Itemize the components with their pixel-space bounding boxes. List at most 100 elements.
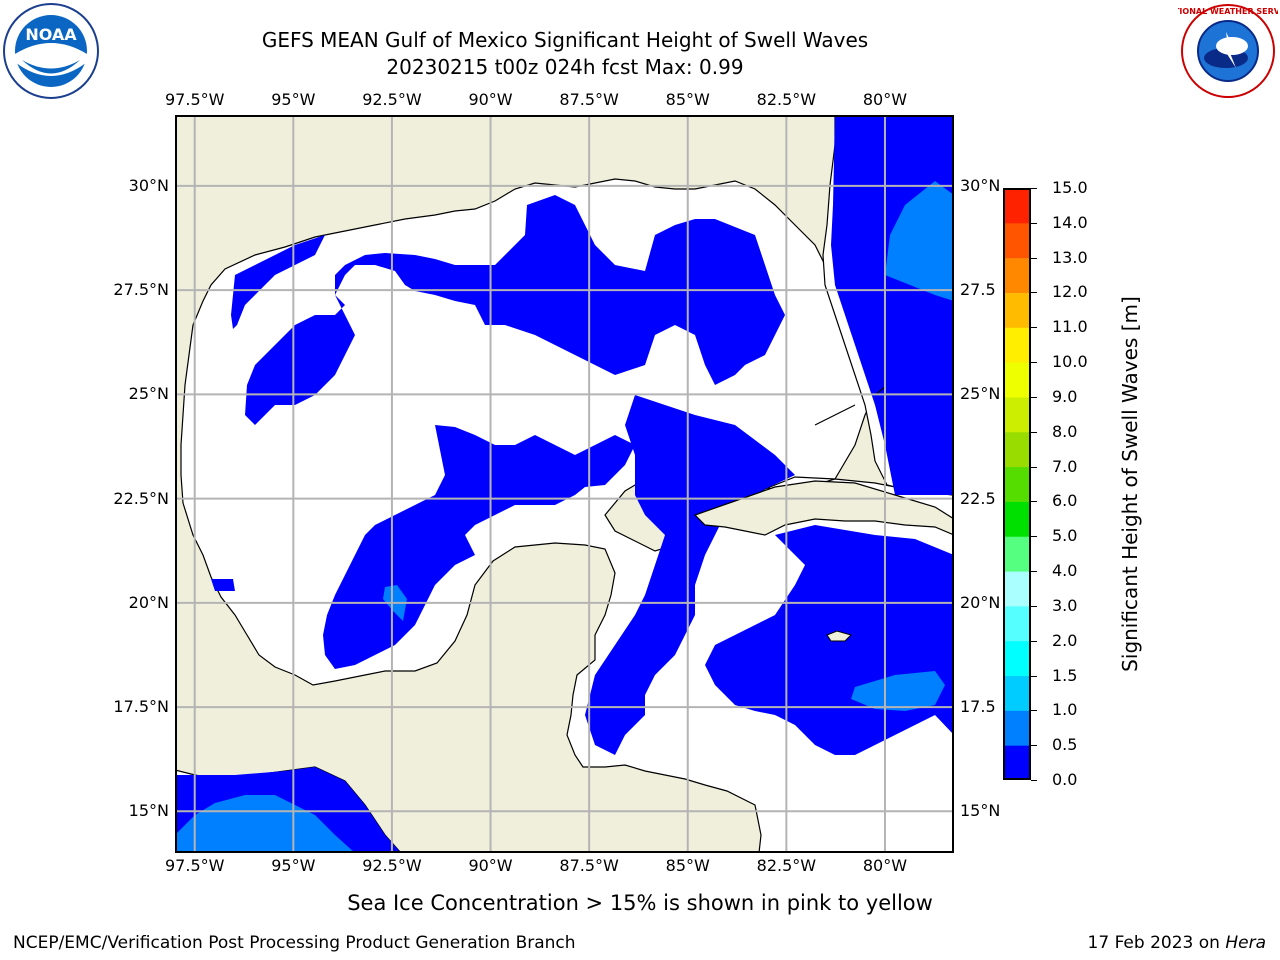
sea-ice-note: Sea Ice Concentration > 15% is shown in … — [347, 891, 933, 915]
lon-tick-label-top: 80°W — [862, 90, 908, 109]
colorbar-tick-mark — [1031, 362, 1037, 364]
colorbar-tick-label: 9.0 — [1052, 386, 1078, 406]
colorbar-tick-mark — [1031, 605, 1037, 607]
lon-tick-label-bottom: 80°W — [862, 856, 908, 875]
lon-tick-label-bottom: 97.5°W — [164, 856, 225, 875]
lon-tick-label-top: 95°W — [271, 90, 316, 109]
colorbar-tick-label: 5.0 — [1052, 526, 1078, 546]
lat-tick-label-right: 27.5 — [960, 280, 996, 300]
lat-tick-label-right: 22.5 — [960, 488, 996, 508]
colorbar — [1003, 188, 1031, 781]
colorbar-tick-mark — [1031, 188, 1037, 189]
lon-tick-label-bottom: 85°W — [665, 856, 710, 875]
colorbar-tick-mark — [1031, 327, 1037, 329]
footer-date: 17 Feb 2023 on — [1087, 933, 1226, 953]
colorbar-tick-mark — [1031, 745, 1037, 747]
colorbar-tick-label: 1.5 — [1052, 665, 1078, 685]
colorbar-tick-label: 7.0 — [1052, 456, 1078, 476]
lat-tick-label-left: 22.5°N — [113, 488, 169, 508]
lon-tick-label-top: 92.5°W — [362, 90, 422, 109]
lat-tick-label-left: 30°N — [128, 175, 169, 195]
colorbar-tick-mark — [1031, 466, 1037, 468]
lon-tick-label-top: 90°W — [468, 90, 513, 109]
jamaica — [826, 630, 852, 642]
lon-tick-label-bottom: 90°W — [468, 856, 513, 875]
lon-tick-label-bottom: 95°W — [271, 856, 316, 875]
chart-subtitle: 20230215 t00z 024h fcst Max: 0.99 — [386, 55, 744, 79]
lat-tick-label-right: 30°N — [960, 175, 1001, 195]
colorbar-segment — [1003, 710, 1031, 746]
colorbar-tick-mark — [1031, 431, 1037, 433]
colorbar-label: Significant Height of Swell Waves [m] — [1118, 296, 1142, 672]
colorbar-segment — [1003, 501, 1031, 537]
colorbar-segment — [1003, 222, 1031, 259]
lon-tick-label-bottom: 92.5°W — [362, 856, 422, 875]
colorbar-tick-mark — [1031, 501, 1037, 503]
lat-tick-label-left: 17.5°N — [113, 697, 169, 717]
map-panel — [175, 115, 954, 853]
colorbar-tick-mark — [1031, 571, 1037, 573]
colorbar-tick-label: 4.0 — [1052, 561, 1078, 581]
colorbar-tick-label: 0.5 — [1052, 735, 1078, 755]
map-svg — [175, 115, 954, 853]
lon-tick-label-top: 85°W — [665, 90, 710, 109]
colorbar-segment — [1003, 188, 1031, 224]
colorbar-tick-mark — [1031, 640, 1037, 642]
colorbar-tick-mark — [1031, 710, 1037, 712]
lon-tick-label-bottom: 87.5°W — [559, 856, 619, 875]
colorbar-tick-mark — [1031, 396, 1037, 398]
colorbar-tick-label: 8.0 — [1052, 421, 1078, 441]
lat-tick-label-right: 15°N — [960, 801, 1001, 821]
noaa-logo: NOAA — [2, 2, 100, 100]
lat-tick-label-right: 17.5 — [960, 697, 996, 717]
colorbar-tick-label: 2.0 — [1052, 630, 1078, 650]
colorbar-segment — [1003, 396, 1031, 433]
colorbar-segment — [1003, 605, 1031, 642]
lat-tick-label-left: 27.5°N — [113, 280, 169, 300]
chart-title: GEFS MEAN Gulf of Mexico Significant Hei… — [261, 28, 869, 52]
noaa-logo-text: NOAA — [25, 25, 77, 44]
colorbar-tick-mark — [1031, 675, 1037, 677]
colorbar-segment — [1003, 431, 1031, 468]
colorbar-tick-mark — [1031, 292, 1037, 294]
lat-tick-label-right: 20°N — [960, 592, 1001, 612]
colorbar-tick-mark — [1031, 536, 1037, 538]
colorbar-segment — [1003, 466, 1031, 502]
lat-tick-label-left: 20°N — [128, 592, 169, 612]
lat-tick-label-right: 25°N — [960, 384, 1001, 404]
colorbar-tick-label: 13.0 — [1052, 247, 1088, 267]
footer-right: 17 Feb 2023 on Hera — [1088, 933, 1266, 953]
colorbar-tick-label: 11.0 — [1052, 317, 1088, 337]
colorbar-segment — [1003, 257, 1031, 293]
colorbar-svg — [1003, 188, 1031, 781]
colorbar-segment — [1003, 571, 1031, 607]
colorbar-tick-mark — [1031, 780, 1037, 781]
swell-0.5-1m — [175, 181, 954, 853]
colorbar-tick-mark — [1031, 257, 1037, 259]
lon-tick-label-top: 97.5°W — [164, 90, 225, 109]
colorbar-segment — [1003, 362, 1031, 398]
colorbar-segment — [1003, 536, 1031, 572]
nws-logo: NATIONAL WEATHER SERVICE — [1162, 2, 1280, 100]
colorbar-tick-label: 3.0 — [1052, 595, 1078, 615]
colorbar-tick-label: 12.0 — [1052, 282, 1088, 302]
colorbar-tick-label: 10.0 — [1052, 352, 1088, 372]
colorbar-tick-label: 15.0 — [1052, 178, 1088, 197]
graticule — [175, 115, 954, 853]
colorbar-segment — [1003, 292, 1031, 328]
colorbar-segment — [1003, 640, 1031, 677]
map-frame — [175, 115, 954, 853]
colorbar-tick-mark — [1031, 222, 1037, 224]
colorbar-tick-label: 14.0 — [1052, 212, 1088, 232]
colorbar-tick-label: 1.0 — [1052, 700, 1078, 720]
lon-tick-label-top: 87.5°W — [559, 90, 619, 109]
footer-left: NCEP/EMC/Verification Post Processing Pr… — [13, 933, 576, 953]
lat-tick-label-left: 15°N — [128, 801, 169, 821]
footer-host: Hera — [1225, 933, 1266, 953]
colorbar-border — [1003, 188, 1031, 780]
lon-tick-label-top: 82.5°W — [756, 90, 817, 109]
lat-tick-label-left: 25°N — [128, 384, 169, 404]
colorbar-tick-label: 0.0 — [1052, 770, 1078, 789]
cuba — [693, 480, 954, 536]
nws-logo-text: NATIONAL WEATHER SERVICE — [1178, 7, 1278, 16]
